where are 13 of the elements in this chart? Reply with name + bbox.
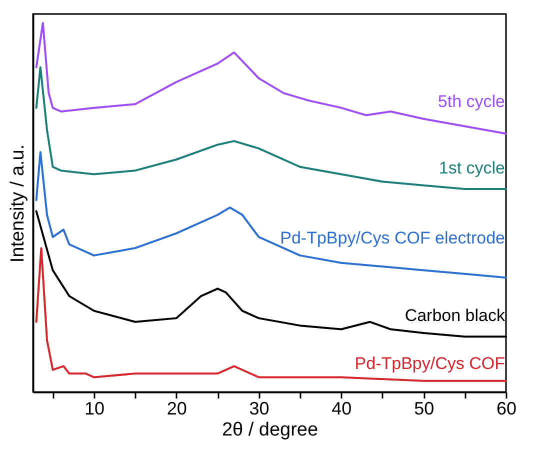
x-tick-label: 20	[166, 398, 187, 418]
x-axis-title: 2θ / degree	[222, 420, 318, 440]
series-label: 5th cycle	[438, 92, 505, 111]
series-label: Pd-TpBpy/Cys COF	[354, 354, 505, 373]
series-label: Carbon black	[404, 306, 506, 325]
series-label: 1st cycle	[438, 158, 505, 178]
x-tick-label: 30	[249, 398, 270, 418]
x-tick-label: 60	[496, 398, 517, 418]
x-tick-label: 40	[332, 398, 352, 418]
x-tick-label: 50	[414, 398, 434, 418]
y-axis-title: Intensity / a.u.	[8, 144, 28, 263]
series-label: Pd-TpBpy/Cys COF electrode	[280, 228, 505, 248]
x-tick-label: 10	[84, 398, 104, 418]
